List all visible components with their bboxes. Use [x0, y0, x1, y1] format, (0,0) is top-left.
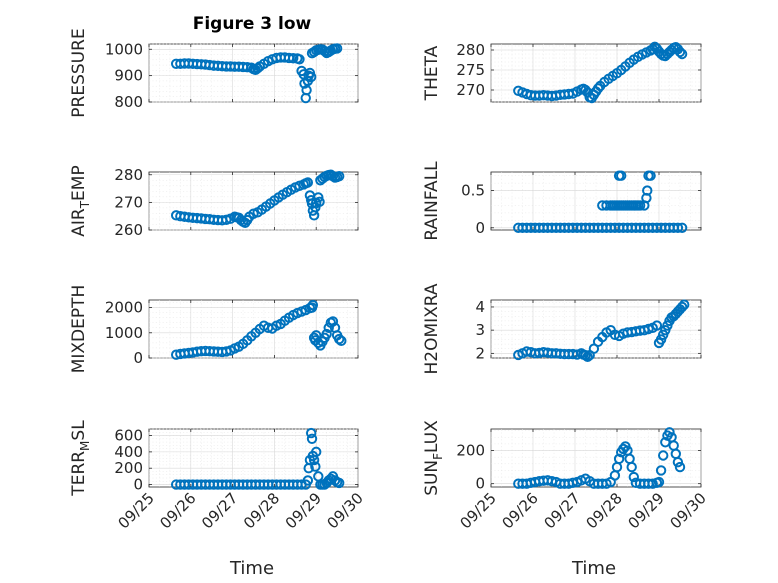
- y-tick-label: 280: [456, 41, 485, 59]
- y-tick-label: 2: [475, 344, 485, 362]
- y-tick-label: 3: [475, 321, 485, 339]
- data-point: [651, 320, 663, 331]
- data-point: [664, 427, 675, 438]
- y-axis-label: H2OMIXRA: [422, 283, 442, 374]
- data-point: [333, 333, 345, 345]
- data-point: [336, 335, 347, 347]
- y-axis-label: PRESSURE: [69, 28, 89, 117]
- y-tick-label: 200: [456, 442, 485, 460]
- data-point: [626, 461, 637, 473]
- y-tick-label: 280: [114, 166, 143, 184]
- data-point: [302, 475, 314, 486]
- data-point: [616, 170, 627, 181]
- data-point: [333, 170, 345, 182]
- y-tick-label: 260: [114, 221, 143, 239]
- y-axis-label: SUNFLUX: [422, 420, 445, 496]
- y-axis-label: THETA: [422, 45, 442, 101]
- y-tick-label: 270: [456, 81, 485, 99]
- data-point: [302, 177, 314, 188]
- data-point: [592, 83, 604, 94]
- data-point: [679, 299, 690, 310]
- data-point: [327, 316, 339, 327]
- data-point: [307, 299, 319, 311]
- x-axis-label-left: Time: [229, 558, 274, 579]
- data-point: [676, 301, 688, 313]
- y-tick-label: 400: [114, 443, 143, 461]
- y-tick-label: 0: [133, 349, 143, 367]
- data-point: [305, 71, 317, 83]
- data-point: [288, 53, 299, 64]
- data-point: [653, 476, 665, 488]
- panel-1: 800 900 1000 PRESSURE: [69, 28, 359, 118]
- data-point: [676, 222, 688, 233]
- y-tick-label: 0: [475, 219, 485, 237]
- plot-area: [490, 428, 702, 488]
- data-point: [333, 477, 345, 489]
- data-point: [655, 465, 667, 476]
- panel-3: 260 270 280 AIRTEMP: [69, 165, 359, 239]
- y-tick-label: 1000: [105, 324, 143, 342]
- data-point: [647, 44, 658, 55]
- data-point: [305, 427, 317, 439]
- y-axis-label: AIRTEMP: [69, 165, 92, 236]
- panel-6: 2 3 4 H2OMIXRA: [422, 283, 702, 375]
- data-point: [582, 351, 593, 363]
- y-tick-label: 270: [114, 193, 143, 211]
- data-point: [676, 48, 688, 60]
- data-point: [647, 478, 658, 489]
- data-point: [294, 54, 305, 65]
- data-point: [674, 461, 686, 473]
- y-axis-label: MIXDEPTH: [69, 285, 89, 374]
- data-point: [580, 350, 591, 361]
- y-tick-label: 900: [114, 67, 143, 85]
- data-point: [634, 200, 646, 211]
- y-tick-label: 2000: [105, 299, 143, 317]
- y-axis-label: RAINFALL: [422, 161, 442, 241]
- data-point: [314, 196, 325, 208]
- data-point: [674, 46, 686, 58]
- y-tick-label: 1000: [105, 40, 143, 58]
- y-tick-label: 0: [133, 476, 143, 494]
- x-axis-label-right: Time: [571, 558, 616, 579]
- y-tick-label: 4: [475, 298, 485, 316]
- y-tick-label: 0.5: [461, 182, 485, 200]
- data-point: [660, 437, 671, 448]
- data-point: [628, 471, 639, 483]
- data-point: [306, 433, 318, 444]
- panel-4: 0 0.5 RAINFALL: [422, 161, 702, 241]
- panel-2: 270 275 280 THETA: [422, 41, 702, 104]
- data-point: [642, 185, 653, 196]
- y-tick-label: 600: [114, 427, 143, 445]
- data-point: [645, 170, 656, 181]
- y-tick-label: 200: [114, 459, 143, 477]
- y-tick-label: 275: [456, 61, 485, 79]
- figure-title: Figure 3 low: [193, 14, 312, 34]
- data-point: [321, 328, 332, 340]
- data-point: [672, 222, 684, 233]
- data-point: [672, 456, 684, 468]
- data-point: [658, 450, 669, 461]
- y-tick-label: 0: [475, 475, 485, 493]
- data-point: [310, 461, 321, 472]
- data-point: [331, 43, 343, 54]
- y-axis-label: TERRMSL: [69, 420, 92, 497]
- plot-area: [490, 171, 702, 231]
- data-point: [313, 192, 324, 203]
- y-tick-label: 800: [114, 93, 143, 111]
- panel-5: 0 1000 2000 MIXDEPTH: [69, 285, 359, 374]
- data-point: [311, 446, 322, 458]
- data-point: [613, 453, 625, 465]
